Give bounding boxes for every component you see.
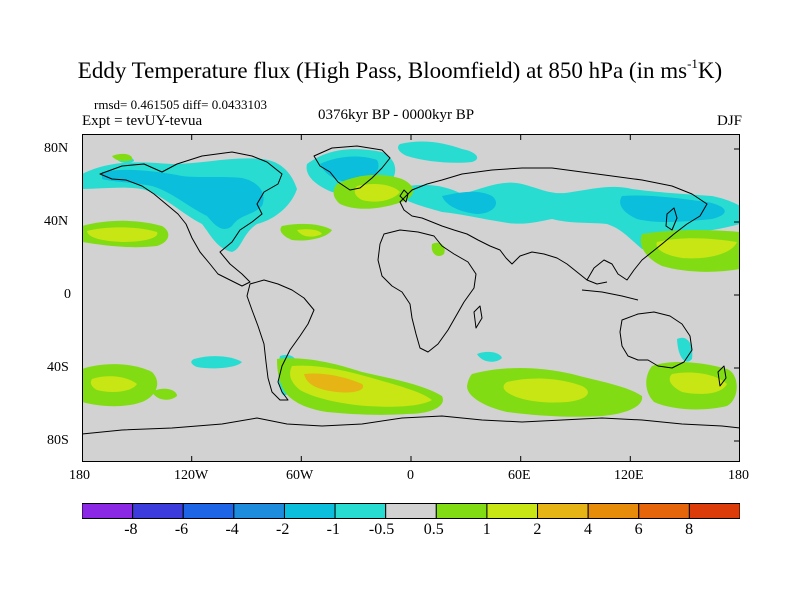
colorbar-label: -4 (225, 521, 239, 538)
colorbar (82, 503, 740, 519)
coast-eurasia (399, 167, 708, 281)
lon-label-60w: 60W (286, 468, 314, 483)
coast-africa (377, 229, 477, 353)
coast-north-america (99, 151, 283, 287)
colorbar-swatch (182, 503, 235, 519)
lat-label-80s: 80S (47, 433, 69, 448)
coast-antarctica (82, 415, 740, 435)
coast-indonesia (581, 279, 639, 301)
anomaly-yellow-central-pacific (87, 227, 158, 242)
anomaly-yellow-west-atlantic (297, 229, 322, 237)
colorbar-label: -1 (326, 521, 340, 538)
lat-label-0: 0 (64, 287, 71, 302)
colorbar-label: -2 (276, 521, 290, 538)
colorbar-swatch (537, 503, 589, 519)
anomaly-yellow-indian-ocean (503, 378, 588, 403)
colorbar-label: 8 (685, 521, 694, 538)
lon-label-60e: 60E (508, 468, 531, 483)
anomaly-green-arctic (112, 153, 133, 162)
colorbar-label: 6 (634, 521, 643, 538)
lat-label-40n: 40N (44, 214, 69, 229)
colorbar-swatch (283, 503, 336, 519)
plot-title: Eddy Temperature flux (High Pass, Bloomf… (77, 56, 723, 83)
period-label: 0376kyr BP - 0000kyr BP (318, 107, 475, 123)
anomaly-cyan-indian-ocean (477, 351, 502, 362)
anomaly-yellow-north-pacific (656, 238, 737, 259)
colorbar-swatch (385, 503, 437, 519)
lat-label-80n: 80N (44, 141, 69, 156)
colorbar-swatch (132, 503, 184, 519)
colorbar-swatch (638, 503, 690, 519)
anomaly-yellow-north-atlantic (354, 184, 400, 202)
lon-label-120e: 120E (614, 468, 644, 483)
colorbar-swatch (82, 503, 134, 519)
coast-australia (619, 311, 693, 369)
lon-label-0: 0 (407, 468, 414, 483)
world-map (82, 134, 740, 462)
colorbar-label: 1 (482, 521, 491, 538)
colorbar-swatch (587, 503, 640, 519)
anomaly-blue-eurasia-west (442, 191, 497, 214)
colorbar-label: -0.5 (368, 521, 395, 538)
lon-label-180-east: 180 (728, 468, 749, 483)
anomaly-orange-south-atlantic (304, 373, 364, 393)
colorbar-swatch (486, 503, 539, 519)
coast-new-zealand (717, 365, 727, 387)
colorbar-label: 2 (533, 521, 542, 538)
coast-greenland (313, 145, 391, 191)
colorbar-label: -6 (174, 521, 189, 538)
coast-madagascar (473, 305, 483, 329)
colorbar-label: -8 (124, 521, 138, 538)
coast-south-america (246, 279, 315, 401)
lon-label-120w: 120W (174, 468, 209, 483)
rmsd-diff-stats: rmsd= 0.461505 diff= 0.0433103 (94, 97, 267, 112)
anomaly-green-small-pacific (152, 388, 177, 400)
anomaly-yellow-tasman (669, 372, 727, 394)
colorbar-swatch (334, 503, 387, 519)
anomaly-cyan-arctic (398, 141, 478, 163)
lat-label-40s: 40S (47, 360, 69, 375)
colorbar-swatch (435, 503, 488, 519)
anomaly-cyan-south-pacific (191, 356, 242, 369)
colorbar-label: 4 (583, 521, 592, 538)
map-ticks (82, 134, 740, 462)
lon-label-180-west: 180 (69, 468, 90, 483)
coast-uk (399, 189, 409, 203)
anomaly-field (82, 141, 740, 417)
experiment-label: Expt = tevUY-tevua (82, 113, 203, 129)
colorbar-swatch (688, 503, 740, 519)
anomaly-blue-north-america (102, 169, 264, 229)
colorbar-swatch (233, 503, 285, 519)
season-label: DJF (716, 113, 742, 129)
colorbar-label: 0.5 (423, 521, 444, 538)
coastlines (82, 145, 740, 435)
anomaly-yellow-south-pacific (90, 376, 137, 392)
coast-japan (665, 207, 678, 231)
